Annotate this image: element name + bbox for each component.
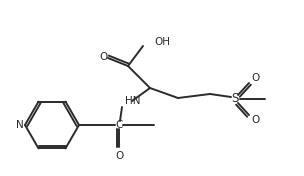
Text: O: O [99, 52, 107, 62]
Text: O: O [115, 151, 123, 161]
Text: S: S [231, 93, 239, 105]
Text: HN: HN [125, 96, 140, 106]
Text: O: O [251, 115, 259, 125]
Text: C: C [115, 120, 123, 130]
Text: N: N [16, 120, 24, 130]
Text: O: O [251, 73, 259, 83]
Text: OH: OH [154, 37, 170, 47]
